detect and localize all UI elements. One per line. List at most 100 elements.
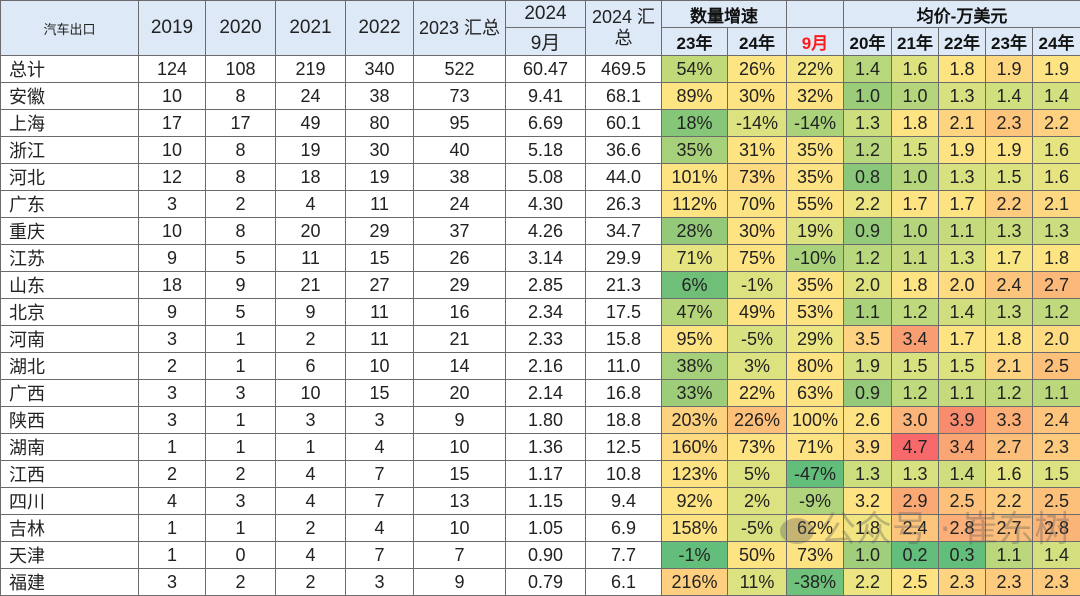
price-cell: 2.5 xyxy=(1033,488,1080,515)
volume-cell: 10 xyxy=(139,83,206,110)
growth-cell: 92% xyxy=(662,488,728,515)
volume-cell: 1 xyxy=(206,434,276,461)
volume-cell: 6 xyxy=(276,353,346,380)
growth-cell: 101% xyxy=(662,164,728,191)
volume-cell: 340 xyxy=(346,56,414,83)
volume-cell: 9 xyxy=(414,569,506,596)
growth-cell: 47% xyxy=(662,299,728,326)
price-cell: 1.1 xyxy=(844,299,892,326)
region-name: 四川 xyxy=(1,488,139,515)
volume-cell: 1 xyxy=(206,353,276,380)
region-name: 总计 xyxy=(1,56,139,83)
volume-cell: 49 xyxy=(276,110,346,137)
growth-cell: 3% xyxy=(728,353,787,380)
year-2024-header: 2024 xyxy=(506,1,586,28)
volume-cell: 9 xyxy=(139,299,206,326)
total-2024-header: 2024 汇总 xyxy=(586,1,662,56)
volume-cell: 8 xyxy=(206,137,276,164)
region-name: 重庆 xyxy=(1,218,139,245)
volume-cell: 2 xyxy=(206,569,276,596)
price-cell: 1.3 xyxy=(986,299,1033,326)
volume-cell: 4 xyxy=(276,542,346,569)
price-cell: 1.4 xyxy=(986,83,1033,110)
price-cell: 1.2 xyxy=(844,245,892,272)
price-cell: 0.3 xyxy=(939,542,986,569)
volume-cell: 219 xyxy=(276,56,346,83)
price-cell: 2.3 xyxy=(986,110,1033,137)
growth-cell: 49% xyxy=(728,299,787,326)
volume-cell: 17.5 xyxy=(586,299,662,326)
price-cell: 0.9 xyxy=(844,218,892,245)
price-cell: 1.6 xyxy=(1033,164,1080,191)
price-cell: 1.6 xyxy=(1033,137,1080,164)
price-cell: 0.9 xyxy=(844,380,892,407)
volume-cell: 6.9 xyxy=(586,515,662,542)
volume-cell: 19 xyxy=(276,137,346,164)
growth-cell: 30% xyxy=(728,83,787,110)
price-cell: 1.5 xyxy=(892,353,939,380)
price-cell: 1.9 xyxy=(986,137,1033,164)
region-name: 安徽 xyxy=(1,83,139,110)
growth-cell: 31% xyxy=(728,137,787,164)
price-cell: 2.7 xyxy=(1033,272,1080,299)
region-name: 上海 xyxy=(1,110,139,137)
price-cell: 1.5 xyxy=(939,353,986,380)
volume-cell: 1.05 xyxy=(506,515,586,542)
volume-cell: 0.90 xyxy=(506,542,586,569)
volume-cell: 1.15 xyxy=(506,488,586,515)
price-cell: 2.6 xyxy=(844,407,892,434)
volume-cell: 4 xyxy=(276,461,346,488)
volume-cell: 522 xyxy=(414,56,506,83)
growth-cell: 71% xyxy=(787,434,844,461)
price-cell: 1.7 xyxy=(892,191,939,218)
price-cell: 1.9 xyxy=(939,137,986,164)
growth-group-header: 数量增速 xyxy=(662,1,787,28)
volume-cell: 8 xyxy=(206,164,276,191)
growth-cell: 112% xyxy=(662,191,728,218)
growth-cell: -14% xyxy=(728,110,787,137)
price-cell: 1.2 xyxy=(892,380,939,407)
growth-cell: -38% xyxy=(787,569,844,596)
year-header-2019: 2019 xyxy=(139,1,206,56)
price-cell: 2.1 xyxy=(986,353,1033,380)
price-cell: 1.1 xyxy=(892,245,939,272)
growth-cell: -10% xyxy=(787,245,844,272)
price-cell: 2.3 xyxy=(1033,569,1080,596)
volume-cell: 2 xyxy=(276,515,346,542)
volume-cell: 3 xyxy=(139,380,206,407)
region-name: 浙江 xyxy=(1,137,139,164)
corner-header: 汽车出口 xyxy=(1,1,139,56)
growth-cell: -9% xyxy=(787,488,844,515)
region-name: 福建 xyxy=(1,569,139,596)
price-cell: 2.8 xyxy=(939,515,986,542)
growth-cell: 22% xyxy=(787,56,844,83)
growth-cell: 216% xyxy=(662,569,728,596)
volume-cell: 29 xyxy=(346,218,414,245)
growth-cell: 123% xyxy=(662,461,728,488)
volume-cell: 3 xyxy=(276,407,346,434)
price-cell: 1.3 xyxy=(986,218,1033,245)
price-cell: 3.9 xyxy=(939,407,986,434)
price-cell: 1.1 xyxy=(1033,380,1080,407)
volume-cell: 9 xyxy=(414,407,506,434)
volume-cell: 2 xyxy=(206,191,276,218)
region-name: 湖南 xyxy=(1,434,139,461)
price-cell: 1.3 xyxy=(1033,218,1080,245)
price-20-header: 20年 xyxy=(844,28,892,56)
volume-cell: 8 xyxy=(206,83,276,110)
volume-cell: 2.34 xyxy=(506,299,586,326)
price-cell: 2.2 xyxy=(986,488,1033,515)
growth-cell: 26% xyxy=(728,56,787,83)
growth-sep-header: 9月 xyxy=(787,28,844,56)
volume-cell: 1 xyxy=(206,326,276,353)
region-name: 湖北 xyxy=(1,353,139,380)
volume-cell: 18 xyxy=(276,164,346,191)
volume-cell: 1 xyxy=(206,515,276,542)
price-cell: 1.7 xyxy=(939,191,986,218)
price-24-header: 24年 xyxy=(1033,28,1080,56)
region-name: 河北 xyxy=(1,164,139,191)
